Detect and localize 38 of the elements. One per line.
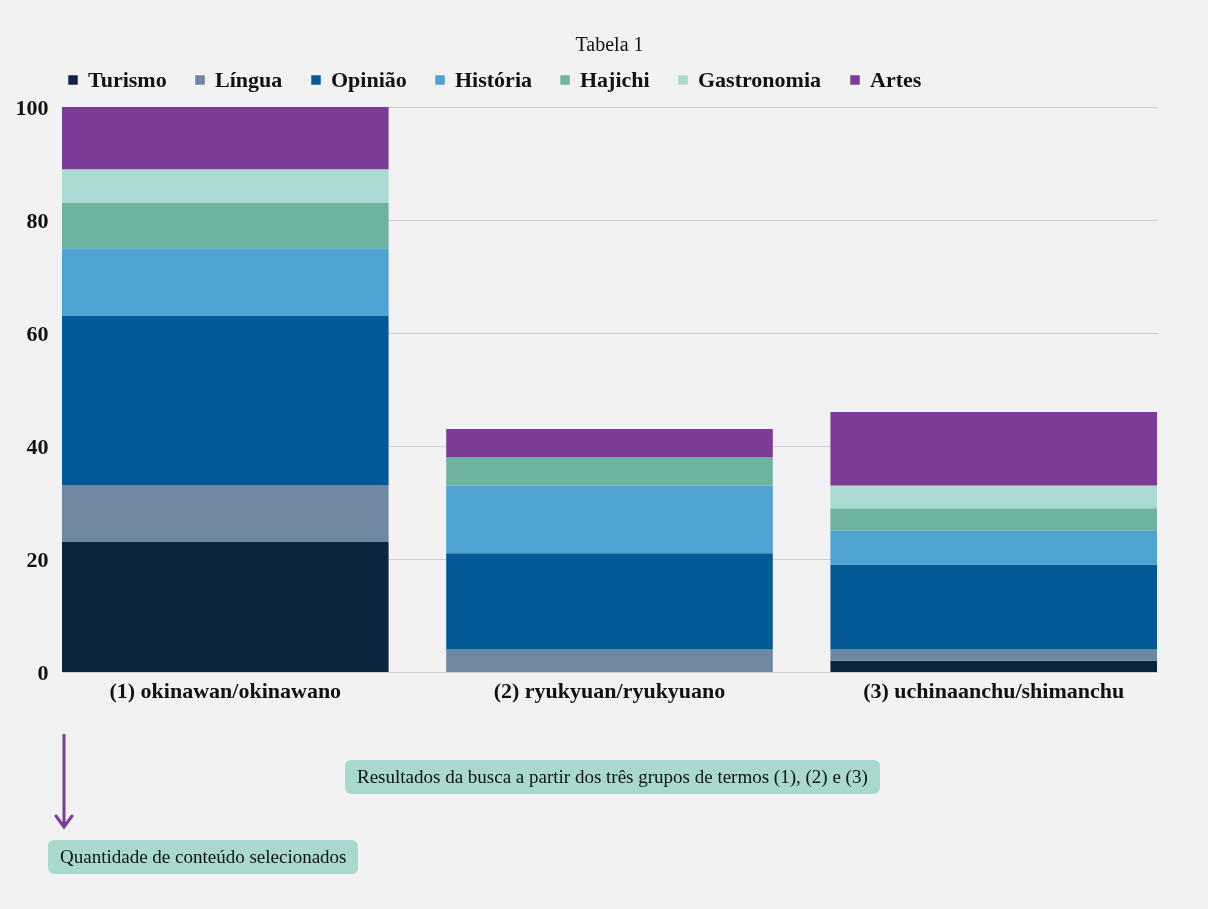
legend-label: Turismo: [88, 67, 167, 92]
bar: [830, 649, 1157, 661]
legend-label: Hajichi: [580, 67, 650, 92]
bar: [446, 485, 773, 554]
text: Quantidade de conteúdo selecionados: [48, 840, 359, 874]
bar: [830, 485, 1157, 509]
legend-label: Gastronomia: [698, 67, 822, 92]
y-tick-label: 60: [26, 320, 49, 346]
text: Resultados da busca a partir dos três grupos de termos (1), (2) e (3): [345, 760, 880, 794]
bar: [446, 429, 773, 458]
bar: [446, 457, 773, 486]
bar: [62, 485, 389, 543]
legend-label: História: [455, 67, 532, 92]
legend-label: Opinião: [331, 67, 407, 92]
bar: [62, 107, 389, 170]
x-tick-label: (1) okinawan/okinawano: [109, 677, 342, 703]
bar: [830, 564, 1157, 650]
y-tick-label: 80: [26, 207, 49, 233]
bar: [62, 169, 389, 204]
bar: [62, 203, 389, 249]
chart-title: Tabela 1: [575, 33, 644, 55]
bar: [62, 248, 389, 317]
bar: [830, 508, 1157, 531]
legend-label: Língua: [215, 67, 283, 92]
legend-label: Artes: [870, 67, 922, 92]
y-tick-label: 40: [26, 433, 49, 459]
y-tick-label: 20: [26, 546, 49, 572]
bar: [62, 542, 389, 672]
bar: [446, 553, 773, 650]
x-tick-label: (3) uchinaanchu/shimanchu: [863, 677, 1125, 703]
bar: [830, 412, 1157, 486]
y-tick-label: 0: [37, 659, 49, 685]
bar: [62, 316, 389, 486]
bar: [446, 649, 773, 672]
bar: [830, 530, 1157, 565]
x-tick-label: (2) ryukyuan/ryukyuano: [493, 677, 726, 703]
y-tick-label: 100: [15, 94, 49, 120]
bar: [830, 660, 1157, 672]
